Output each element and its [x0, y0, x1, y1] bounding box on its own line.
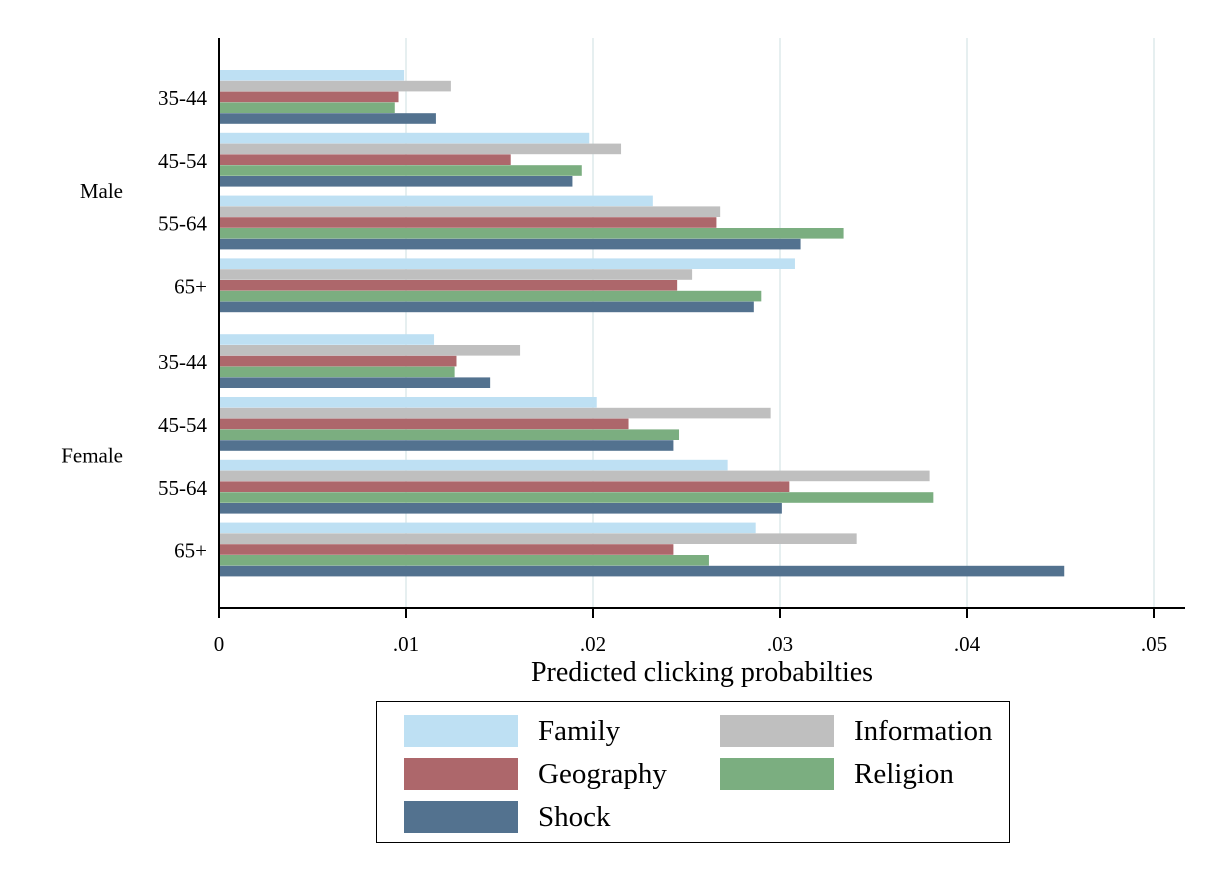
bar-female-45-54-religion [219, 429, 680, 440]
bar-female-45-54-shock [219, 440, 674, 451]
bar-female-65plus-geography [219, 544, 674, 555]
bar-male-45-54-family [219, 132, 590, 144]
bar-female-35-44-religion [219, 366, 455, 378]
legend-item-information: Information [720, 715, 993, 747]
bar-female-55-64-shock [219, 503, 782, 514]
legend-item-family: Family [404, 715, 620, 747]
legend: Family Information Geography Religion Sh… [376, 701, 1010, 843]
bar-female-55-64-family [219, 459, 728, 471]
x-tick-label: 0 [214, 632, 225, 656]
legend-label-shock: Shock [538, 800, 611, 833]
bar-male-55-64-information [219, 206, 721, 217]
category-label: 35-44 [158, 86, 207, 110]
category-label: 55-64 [158, 476, 207, 500]
bar-female-65plus-shock [219, 565, 1065, 577]
bar-male-65plus-information [219, 269, 693, 280]
x-tick-label: .04 [954, 632, 981, 656]
legend-label-information: Information [854, 714, 993, 747]
bar-female-55-64-information [219, 470, 930, 482]
legend-swatch-information [720, 715, 834, 747]
bar-male-55-64-religion [219, 228, 844, 239]
bar-female-45-54-information [219, 407, 771, 419]
bar-male-35-44-religion [219, 102, 395, 113]
category-label: 35-44 [158, 350, 207, 374]
bar-male-35-44-geography [219, 91, 399, 103]
group-label: Female [61, 443, 123, 467]
bar-male-65plus-religion [219, 290, 762, 302]
x-tick-label: .03 [767, 632, 793, 656]
bar-female-65plus-information [219, 533, 857, 544]
x-tick-label: .02 [580, 632, 606, 656]
bar-male-35-44-information [219, 80, 451, 92]
legend-swatch-religion [720, 758, 834, 790]
bar-male-55-64-shock [219, 238, 801, 250]
legend-item-shock: Shock [404, 801, 611, 833]
x-tick-label: .05 [1141, 632, 1167, 656]
legend-swatch-shock [404, 801, 518, 833]
x-axis-title: Predicted clicking probabilties [531, 657, 873, 688]
bar-male-45-54-religion [219, 165, 582, 176]
legend-label-family: Family [538, 714, 621, 747]
legend-swatch-family [404, 715, 518, 747]
bar-female-55-64-religion [219, 492, 934, 503]
bar-female-65plus-family [219, 522, 756, 534]
bar-male-65plus-family [219, 258, 795, 269]
legend-item-religion: Religion [720, 758, 954, 790]
bar-female-45-54-geography [219, 418, 629, 430]
bar-female-35-44-family [219, 334, 435, 345]
bar-female-35-44-shock [219, 377, 491, 388]
bar-male-35-44-family [219, 70, 405, 81]
category-label: 65+ [174, 274, 207, 298]
bar-male-45-54-shock [219, 176, 573, 187]
category-label: 55-64 [158, 212, 207, 236]
bar-male-45-54-information [219, 143, 622, 155]
bar-female-45-54-family [219, 397, 597, 408]
category-label: 45-54 [158, 149, 207, 173]
category-label: 65+ [174, 539, 207, 563]
legend-label-geography: Geography [538, 757, 667, 790]
bar-male-65plus-geography [219, 280, 678, 291]
bar-male-55-64-geography [219, 217, 717, 228]
bar-male-55-64-family [219, 195, 653, 207]
bar-female-55-64-geography [219, 481, 790, 492]
legend-item-geography: Geography [404, 758, 667, 790]
x-tick-label: .01 [393, 632, 419, 656]
bar-female-35-44-information [219, 345, 521, 356]
bar-male-45-54-geography [219, 154, 511, 165]
bar-male-65plus-shock [219, 301, 754, 313]
legend-label-religion: Religion [854, 757, 954, 790]
bar-female-65plus-religion [219, 555, 709, 566]
legend-swatch-geography [404, 758, 518, 790]
bar-male-35-44-shock [219, 113, 436, 124]
bar-female-35-44-geography [219, 355, 457, 367]
category-label: 45-54 [158, 413, 207, 437]
group-label: Male [80, 179, 123, 203]
